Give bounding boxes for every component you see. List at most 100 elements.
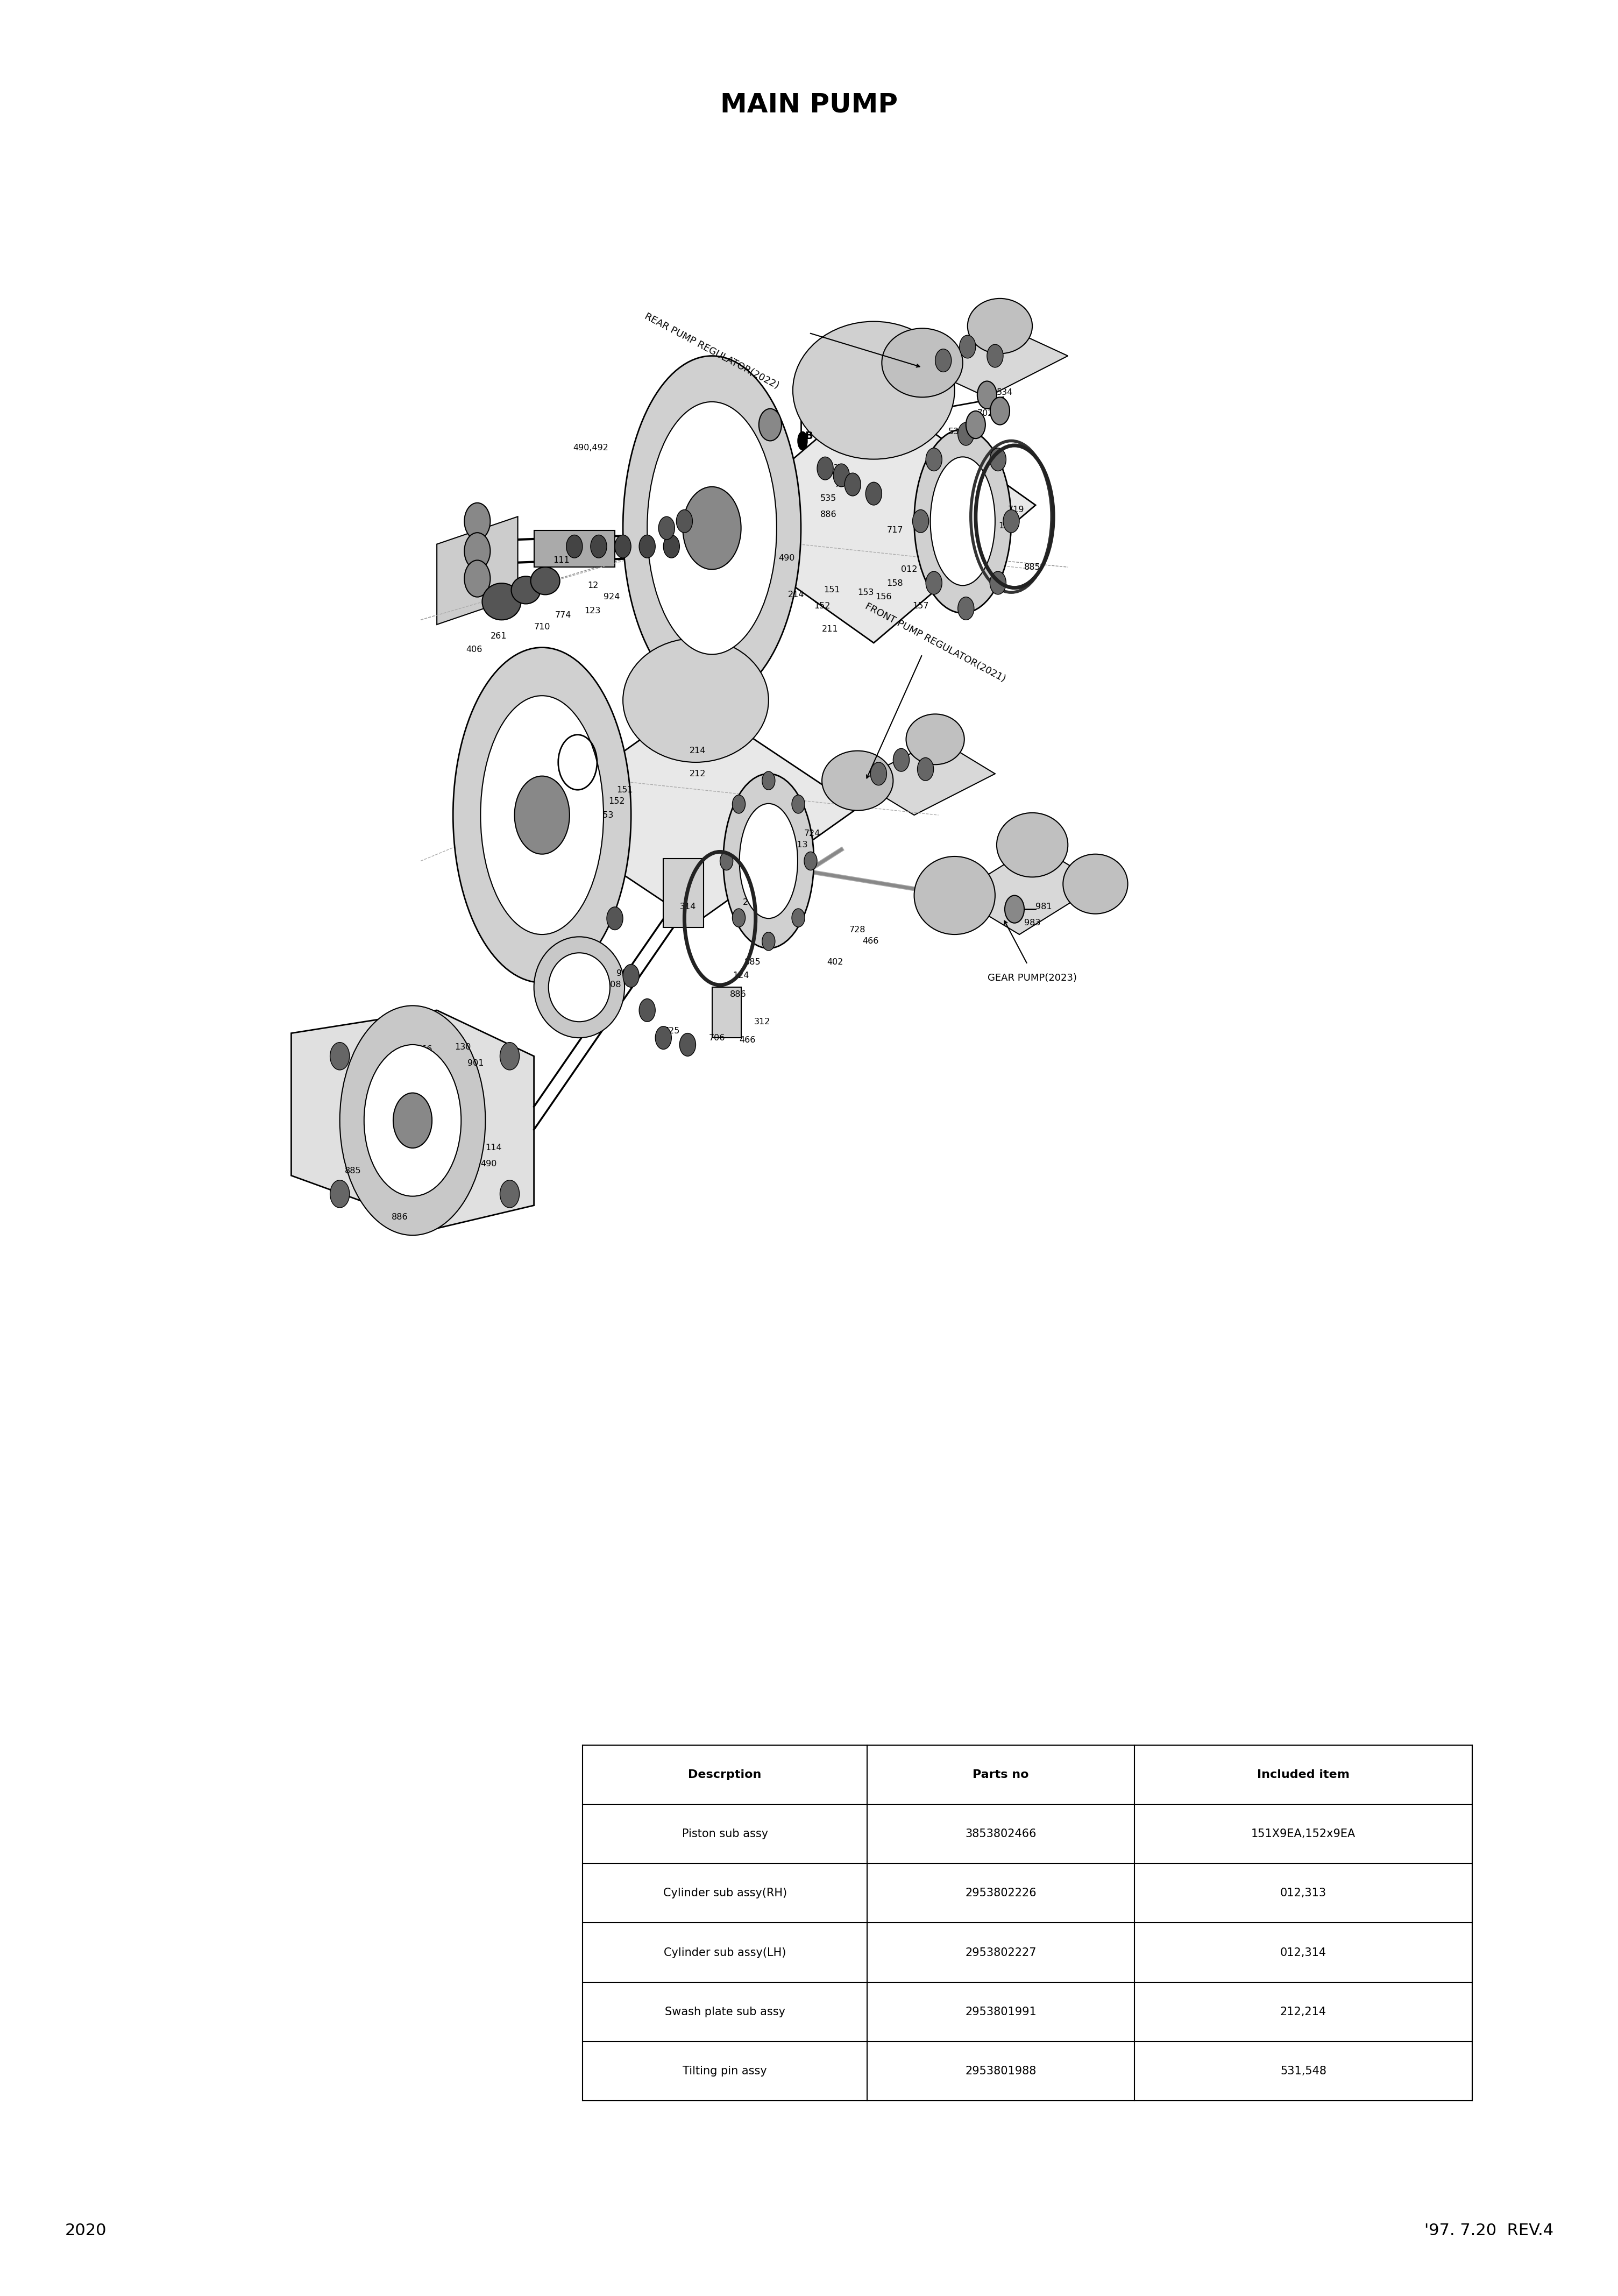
Text: 313: 313 xyxy=(938,553,955,563)
Text: 271: 271 xyxy=(743,898,759,907)
Circle shape xyxy=(845,473,861,496)
Text: 724: 724 xyxy=(804,829,820,838)
Text: 212: 212 xyxy=(696,620,712,629)
Text: 158: 158 xyxy=(582,822,599,831)
Polygon shape xyxy=(955,845,1100,934)
FancyBboxPatch shape xyxy=(534,530,615,567)
Circle shape xyxy=(990,572,1006,595)
Text: 251: 251 xyxy=(735,487,751,496)
Text: 152: 152 xyxy=(814,602,830,611)
Ellipse shape xyxy=(906,714,964,765)
Circle shape xyxy=(663,535,680,558)
Ellipse shape xyxy=(511,576,540,604)
Ellipse shape xyxy=(997,813,1068,877)
Text: 3853802466: 3853802466 xyxy=(964,1828,1037,1839)
Circle shape xyxy=(866,482,882,505)
Circle shape xyxy=(464,533,490,569)
Circle shape xyxy=(330,1180,349,1208)
Text: 261: 261 xyxy=(490,631,506,641)
Text: 466: 466 xyxy=(416,1045,432,1054)
Text: Cylinder sub assy(LH): Cylinder sub assy(LH) xyxy=(663,1947,786,1958)
Circle shape xyxy=(733,909,746,928)
Text: 490,492: 490,492 xyxy=(573,443,608,452)
Ellipse shape xyxy=(364,1045,461,1196)
Circle shape xyxy=(958,597,974,620)
Circle shape xyxy=(893,748,909,771)
Text: 717: 717 xyxy=(887,526,903,535)
FancyBboxPatch shape xyxy=(663,859,704,928)
Text: 114: 114 xyxy=(485,1143,502,1153)
Text: 719: 719 xyxy=(773,863,790,872)
Circle shape xyxy=(680,1033,696,1056)
Circle shape xyxy=(917,758,934,781)
Text: 151X9EA,152x9EA: 151X9EA,152x9EA xyxy=(1251,1828,1356,1839)
Text: 719: 719 xyxy=(1008,505,1024,514)
Text: 725: 725 xyxy=(663,1026,680,1035)
Circle shape xyxy=(925,572,942,595)
Text: 535: 535 xyxy=(820,494,837,503)
Text: 728: 728 xyxy=(849,925,866,934)
Text: 885: 885 xyxy=(345,1166,361,1176)
Circle shape xyxy=(330,1042,349,1070)
Text: 725: 725 xyxy=(426,1068,442,1077)
Ellipse shape xyxy=(930,457,995,585)
Text: 012: 012 xyxy=(901,565,917,574)
Circle shape xyxy=(1005,895,1024,923)
Text: 2020: 2020 xyxy=(65,2223,107,2239)
Text: 157: 157 xyxy=(557,868,573,877)
Text: 123: 123 xyxy=(584,606,600,615)
Text: 490: 490 xyxy=(481,1159,497,1169)
Text: B: B xyxy=(725,620,733,629)
Text: 151: 151 xyxy=(824,585,840,595)
Text: 886: 886 xyxy=(392,1212,408,1221)
Text: 124: 124 xyxy=(998,521,1014,530)
Circle shape xyxy=(464,503,490,540)
Text: Tilting pin assy: Tilting pin assy xyxy=(683,2066,767,2076)
Ellipse shape xyxy=(623,356,801,700)
Text: 534: 534 xyxy=(997,388,1013,397)
Ellipse shape xyxy=(739,804,798,918)
Text: '97. 7.20  REV.4: '97. 7.20 REV.4 xyxy=(1424,2223,1553,2239)
Text: 774: 774 xyxy=(555,611,571,620)
Ellipse shape xyxy=(623,638,769,762)
Ellipse shape xyxy=(798,432,807,450)
Text: 152: 152 xyxy=(608,797,625,806)
Text: 402: 402 xyxy=(827,957,843,967)
Text: 468: 468 xyxy=(955,501,971,510)
Circle shape xyxy=(791,794,804,813)
Circle shape xyxy=(1003,510,1019,533)
Ellipse shape xyxy=(531,567,560,595)
Circle shape xyxy=(615,535,631,558)
Text: 710: 710 xyxy=(534,622,550,631)
Circle shape xyxy=(659,517,675,540)
Circle shape xyxy=(464,560,490,597)
Text: 706: 706 xyxy=(709,1033,725,1042)
Text: Included item: Included item xyxy=(1257,1770,1349,1779)
Text: 151: 151 xyxy=(616,785,633,794)
Polygon shape xyxy=(712,390,1036,643)
Circle shape xyxy=(623,964,639,987)
Text: B: B xyxy=(573,753,582,762)
Text: 983: 983 xyxy=(1024,918,1040,928)
Text: 886: 886 xyxy=(730,990,746,999)
Circle shape xyxy=(958,422,974,445)
Text: 924: 924 xyxy=(604,592,620,602)
Text: 981: 981 xyxy=(1036,902,1052,912)
Text: 901: 901 xyxy=(468,1058,484,1068)
Text: GEAR PUMP(2023): GEAR PUMP(2023) xyxy=(987,974,1078,983)
Text: 012: 012 xyxy=(544,845,560,854)
Text: REAR PUMP REGULATOR(2022): REAR PUMP REGULATOR(2022) xyxy=(642,312,781,390)
Text: 2953802226: 2953802226 xyxy=(964,1887,1037,1899)
Text: 156: 156 xyxy=(875,592,892,602)
Text: 111: 111 xyxy=(553,556,570,565)
Circle shape xyxy=(733,794,746,813)
Circle shape xyxy=(762,771,775,790)
Polygon shape xyxy=(291,1010,534,1228)
Text: 808: 808 xyxy=(657,530,673,540)
Text: 732: 732 xyxy=(828,464,845,473)
Text: 886: 886 xyxy=(820,510,837,519)
Circle shape xyxy=(870,762,887,785)
Text: 808: 808 xyxy=(605,980,621,990)
Circle shape xyxy=(966,411,985,439)
Circle shape xyxy=(500,1042,519,1070)
